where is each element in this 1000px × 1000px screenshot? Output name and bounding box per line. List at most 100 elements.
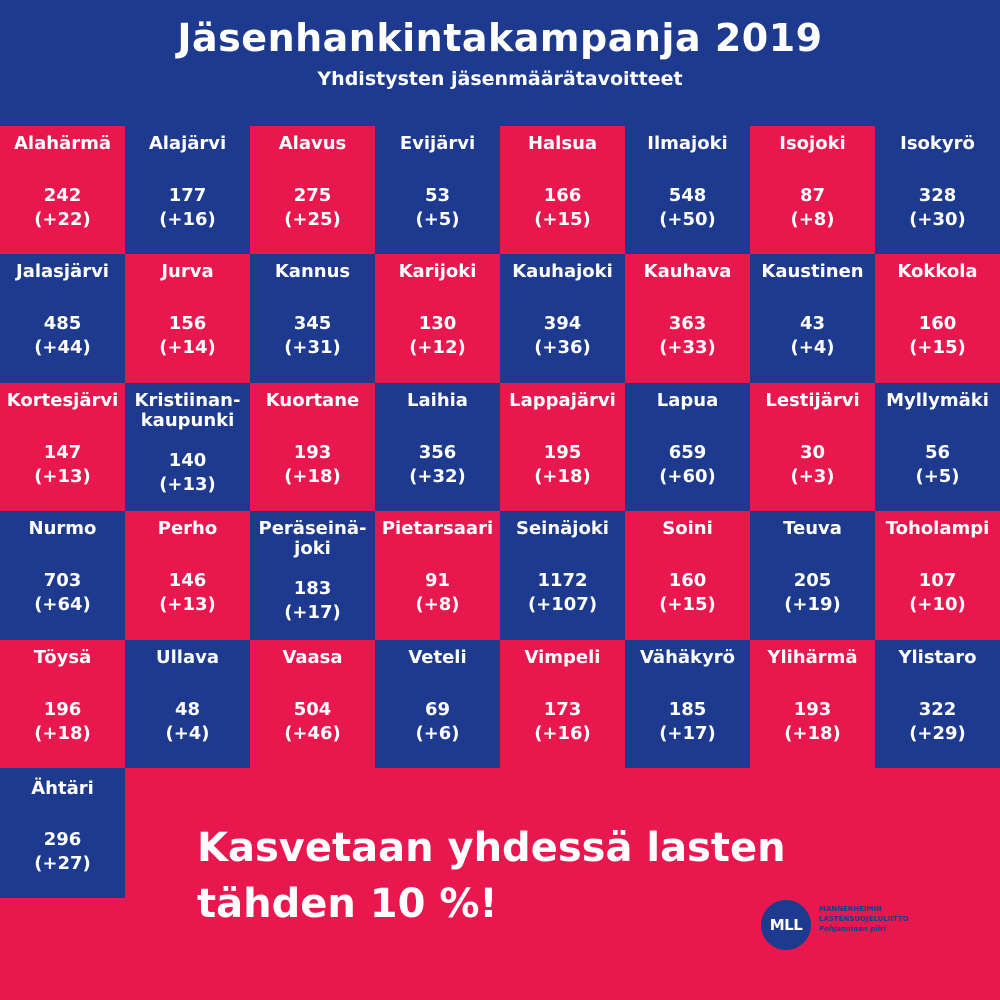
member-target: 659	[668, 441, 707, 463]
association-numbers: 87 (+8)	[750, 184, 875, 232]
member-increase: (+5)	[415, 209, 460, 230]
member-increase: (+30)	[909, 209, 966, 230]
member-target: 156	[168, 313, 207, 335]
association-numbers: 160 (+15)	[875, 312, 1000, 360]
member-increase: (+19)	[784, 594, 841, 616]
association-cell: Jurva 156 (+14)	[125, 254, 250, 383]
association-numbers: 659 (+60)	[625, 441, 750, 489]
association-cell: Ylihärmä 193 (+18)	[750, 639, 875, 768]
member-increase: (+29)	[909, 722, 966, 744]
association-cell: Ylistaro 322 (+29)	[875, 639, 1000, 768]
association-name: Kokkola	[897, 261, 978, 283]
association-name: Lappajärvi	[509, 389, 616, 411]
association-cell: Myllymäki 56 (+5)	[875, 382, 1000, 512]
association-cell: Nurmo 703 (+64)	[0, 511, 125, 640]
member-target: 53	[424, 185, 451, 206]
association-cell: Evijärvi 53 (+5)	[375, 126, 500, 255]
member-increase: (+107)	[527, 594, 598, 616]
member-increase: (+31)	[284, 337, 341, 359]
member-increase: (+15)	[909, 337, 966, 359]
association-numbers: 147 (+13)	[0, 441, 125, 489]
slogan-text: Kasvetaan yhdessä lasten tähden 10 %!	[197, 820, 837, 932]
member-target: 196	[43, 698, 82, 720]
association-cell: Isokyrö 328 (+30)	[875, 126, 1000, 255]
association-name: Ylihärmä	[767, 646, 858, 668]
association-grid: Alahärmä 242 (+22) Alajärvi 177 (+16) Alavus 27…	[0, 126, 1000, 768]
association-numbers: 193 (+18)	[250, 441, 375, 489]
association-cell: Alavus 275 (+25)	[250, 126, 375, 255]
association-cell: Kortesjärvi 147 (+13)	[0, 382, 125, 512]
member-target: 140	[168, 449, 207, 471]
association-numbers: 703 (+64)	[0, 569, 125, 617]
member-increase: (+16)	[159, 209, 216, 230]
association-numbers: 356 (+32)	[375, 441, 500, 489]
member-target: 485	[43, 313, 82, 335]
member-target: 296	[43, 829, 82, 850]
association-name: Halsua	[527, 133, 598, 154]
slogan-line-2: tähden 10 %!	[197, 881, 498, 927]
association-numbers: 91 (+8)	[375, 569, 500, 617]
member-increase: (+8)	[415, 594, 460, 616]
association-name: Ähtäri	[31, 778, 94, 799]
association-numbers: 173 (+16)	[500, 698, 625, 746]
association-cell: Seinäjoki 1172 (+107)	[500, 511, 625, 640]
association-name: Evijärvi	[399, 133, 476, 154]
association-cell: Lappajärvi 195 (+18)	[500, 382, 625, 512]
member-target: 177	[168, 185, 207, 206]
member-target: 160	[668, 570, 707, 592]
member-increase: (+14)	[159, 337, 216, 359]
member-target: 504	[293, 698, 332, 720]
member-increase: (+64)	[34, 594, 91, 616]
association-numbers: 195 (+18)	[500, 441, 625, 489]
association-cell: Halsua 166 (+15)	[500, 126, 625, 255]
association-numbers: 43 (+4)	[750, 312, 875, 360]
member-increase: (+36)	[534, 337, 591, 359]
association-name: Laihia	[407, 389, 468, 411]
association-cell: Alahärmä 242 (+22)	[0, 126, 125, 255]
association-cell: Lapua 659 (+60)	[625, 382, 750, 512]
member-target: 345	[293, 313, 332, 335]
association-name: Kaustinen	[761, 261, 864, 283]
member-increase: (+27)	[34, 853, 91, 874]
member-increase: (+15)	[659, 594, 716, 616]
association-numbers: 196 (+18)	[0, 698, 125, 746]
mll-logo: MLL MANNERHEIMIN LASTENSUOJELULIITTO Poh…	[761, 896, 991, 952]
association-cell: Veteli 69 (+6)	[375, 639, 500, 768]
association-cell: Pietarsaari 91 (+8)	[375, 511, 500, 640]
member-increase: (+25)	[284, 209, 341, 230]
member-increase: (+10)	[909, 594, 966, 616]
member-target: 185	[668, 698, 707, 720]
org-name-line-1: MANNERHEIMIN	[819, 905, 882, 913]
org-district: Pohjanmaan piiri	[819, 925, 886, 933]
association-cell: Kokkola 160 (+15)	[875, 254, 1000, 383]
member-increase: (+16)	[534, 722, 591, 744]
member-increase: (+22)	[34, 209, 91, 230]
association-cell: Vähäkyrö 185 (+17)	[625, 639, 750, 768]
member-increase: (+18)	[284, 465, 341, 487]
association-name: Vähäkyrö	[639, 646, 735, 668]
member-target: 130	[418, 313, 457, 335]
member-target: 548	[668, 185, 707, 206]
member-target: 166	[543, 185, 582, 206]
association-name: Kauhajoki	[512, 261, 613, 283]
association-numbers: 140 (+13)	[125, 449, 250, 497]
association-numbers: 345 (+31)	[250, 312, 375, 360]
association-name: Kuortane	[265, 389, 360, 411]
bottom-section: Ähtäri 296 (+27) Kasvetaan yhdessä laste…	[0, 768, 1000, 1000]
member-increase: (+32)	[409, 465, 466, 487]
member-target: 205	[793, 570, 832, 592]
member-increase: (+18)	[534, 465, 591, 487]
association-name: Jalasjärvi	[16, 261, 109, 283]
association-numbers: 130 (+12)	[375, 312, 500, 360]
association-cell: Jalasjärvi 485 (+44)	[0, 254, 125, 383]
association-name: Kristiinan- kaupunki	[134, 389, 241, 431]
association-name: Myllymäki	[886, 389, 989, 411]
association-cell: Kauhajoki 394 (+36)	[500, 254, 625, 383]
association-name: Alajärvi	[148, 133, 227, 154]
member-target: 275	[293, 185, 332, 206]
association-name: Ylistaro	[898, 646, 977, 668]
member-target: 146	[168, 570, 207, 592]
member-increase: (+15)	[534, 209, 591, 230]
member-increase: (+12)	[409, 337, 466, 359]
association-numbers: 156 (+14)	[125, 312, 250, 360]
